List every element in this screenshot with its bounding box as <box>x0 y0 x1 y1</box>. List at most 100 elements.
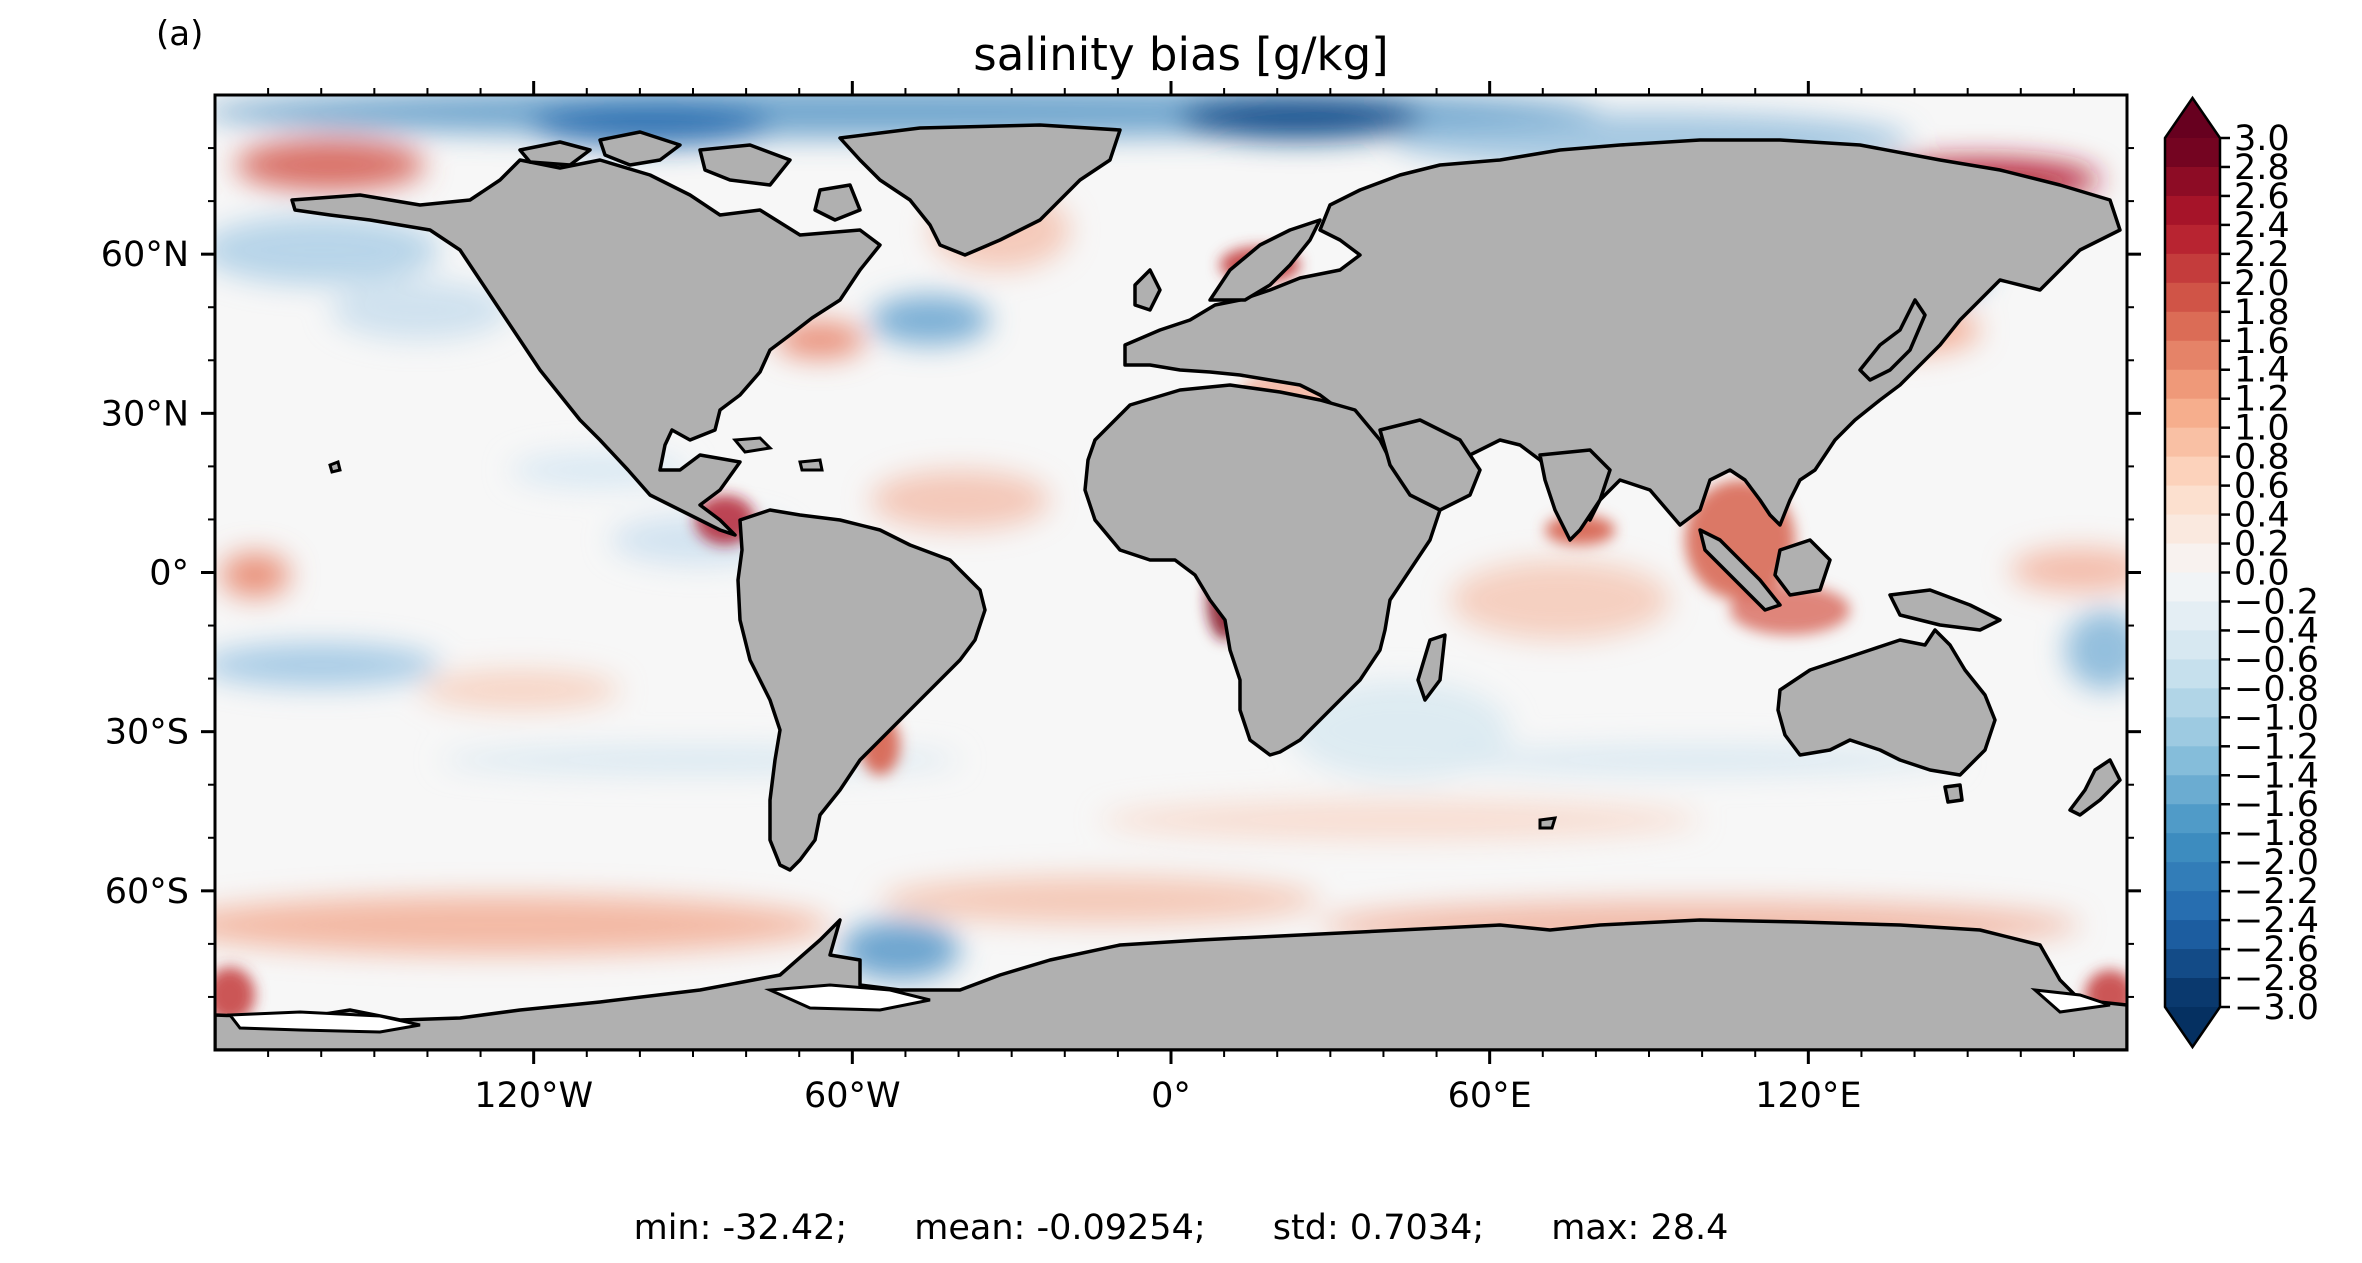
colorbar-extend-max <box>2165 98 2220 138</box>
colorbar-segment <box>2165 253 2220 284</box>
colorbar-label: 1.6 <box>2234 322 2290 362</box>
lon-tick-label: 120°W <box>474 1076 593 1116</box>
lon-tick-label: 60°E <box>1448 1076 1532 1116</box>
colorbar-segment <box>2165 311 2220 342</box>
colorbar-label: −0.4 <box>2234 611 2319 651</box>
stat-min: min: -32.42; <box>633 1208 848 1248</box>
colorbar-label: 2.8 <box>2234 148 2290 188</box>
colorbar-label: 0.0 <box>2234 554 2290 594</box>
map-title: salinity bias [g/kg] <box>0 28 2362 81</box>
colorbar-segment <box>2165 282 2220 313</box>
colorbar-label: 0.6 <box>2234 467 2290 507</box>
colorbar-label: −0.8 <box>2234 669 2319 709</box>
stat-mean: mean: -0.09254; <box>914 1208 1206 1248</box>
colorbar-segment <box>2165 688 2220 718</box>
colorbar-segment <box>2165 138 2220 168</box>
colorbar-segment <box>2165 804 2220 834</box>
ocean-bias-field <box>215 95 2127 1050</box>
lat-tick-label: 30°N <box>101 394 189 434</box>
colorbar-segment <box>2165 833 2220 863</box>
colorbar-label: −2.6 <box>2234 930 2319 970</box>
colorbar-label: −2.0 <box>2234 843 2319 883</box>
colorbar-label: −1.8 <box>2234 814 2319 854</box>
colorbar-segment <box>2165 543 2220 574</box>
india <box>1538 448 1612 542</box>
colorbar-label: 1.4 <box>2234 351 2290 391</box>
antarctica <box>215 918 2127 1050</box>
tasmania <box>1943 783 1964 804</box>
stat-std: std: 0.7034; <box>1272 1208 1485 1248</box>
madagascar <box>1416 633 1447 702</box>
colorbar-label: 3.0 <box>2234 119 2290 159</box>
colorbar-segment <box>2165 166 2220 197</box>
colorbar-label: 1.8 <box>2234 293 2290 333</box>
north-america <box>290 158 882 537</box>
colorbar-segment <box>2165 601 2220 632</box>
colorbar-segment <box>2165 891 2220 921</box>
japan <box>1858 298 1927 382</box>
colorbar-segment <box>2165 978 2220 1008</box>
colorbar-label: −0.6 <box>2234 640 2319 680</box>
map-title-text: salinity bias [g/kg] <box>973 28 1389 81</box>
arctic-archipelago <box>598 130 682 167</box>
panel-label: (a) <box>156 14 204 54</box>
colorbar-label: 0.2 <box>2234 525 2290 565</box>
statistics-line: min: -32.42; mean: -0.09254; std: 0.7034… <box>0 1208 2362 1248</box>
great-britain <box>1133 268 1162 312</box>
colorbar-segment <box>2165 456 2220 487</box>
bias-patches-broad <box>215 95 2127 980</box>
colorbar-label: 1.0 <box>2234 409 2290 449</box>
lat-tick-label: 60°S <box>105 872 189 912</box>
colorbar-segment <box>2165 427 2220 458</box>
colorbar-segment <box>2165 920 2220 950</box>
africa <box>1083 383 1442 757</box>
colorbar-segment <box>2165 630 2220 660</box>
lat-tick-label: 30°S <box>105 713 189 753</box>
colorbar-segment <box>2165 514 2220 545</box>
colorbar-segment <box>2165 398 2220 429</box>
scandinavia <box>1208 218 1322 302</box>
colorbar-segment <box>2165 862 2220 892</box>
lat-tick-label: 60°N <box>101 235 189 275</box>
colorbar-label: −2.2 <box>2234 872 2319 912</box>
ice-shelves <box>227 983 2111 1034</box>
colorbar-segment <box>2165 195 2220 226</box>
lon-tick-label: 0° <box>1151 1076 1191 1116</box>
colorbar-segment <box>2165 224 2220 255</box>
colorbar-label: −3.0 <box>2234 988 2319 1028</box>
colorbar: 3.02.82.62.42.22.01.81.61.41.21.00.80.60… <box>2163 95 2319 1050</box>
borneo <box>1773 538 1832 597</box>
colorbar-label: −2.4 <box>2234 901 2319 941</box>
colorbar-segment <box>2165 775 2220 805</box>
colorbar-label: 2.0 <box>2234 264 2290 304</box>
colorbar-segment <box>2165 572 2220 603</box>
colorbar-label: 2.2 <box>2234 235 2290 275</box>
colorbar-segment <box>2165 340 2220 371</box>
colorbar-segment <box>2165 949 2220 979</box>
new-zealand <box>2068 758 2122 817</box>
colorbar-segment <box>2165 746 2220 776</box>
colorbar-label: −1.6 <box>2234 785 2319 825</box>
new-guinea <box>1888 588 2002 632</box>
arabia <box>1378 418 1482 512</box>
greenland <box>838 123 1122 257</box>
stat-max: max: 28.4 <box>1551 1208 1729 1248</box>
colorbar-label: 0.8 <box>2234 438 2290 478</box>
colorbar-label: 1.2 <box>2234 380 2290 420</box>
land-masses <box>215 123 2127 1050</box>
axis-ticks: 120°W 60°W 0° 60°E 120°E 60°N 30°N 0° 30°S 60°S <box>101 81 2141 1116</box>
small-islands <box>328 436 1558 830</box>
colorbar-label: 2.4 <box>2234 206 2290 246</box>
colorbar-label: 0.4 <box>2234 496 2290 536</box>
australia <box>1776 628 1997 777</box>
colorbar-label: −2.8 <box>2234 959 2319 999</box>
colorbar-label: −1.2 <box>2234 727 2319 767</box>
colorbar-extend-min <box>2165 1007 2220 1047</box>
south-america <box>736 508 987 872</box>
colorbar-segment <box>2165 659 2220 689</box>
colorbar-label: −0.2 <box>2234 582 2319 622</box>
lon-tick-label: 60°W <box>804 1076 901 1116</box>
lon-tick-label: 120°E <box>1755 1076 1861 1116</box>
colorbar-segment <box>2165 717 2220 747</box>
